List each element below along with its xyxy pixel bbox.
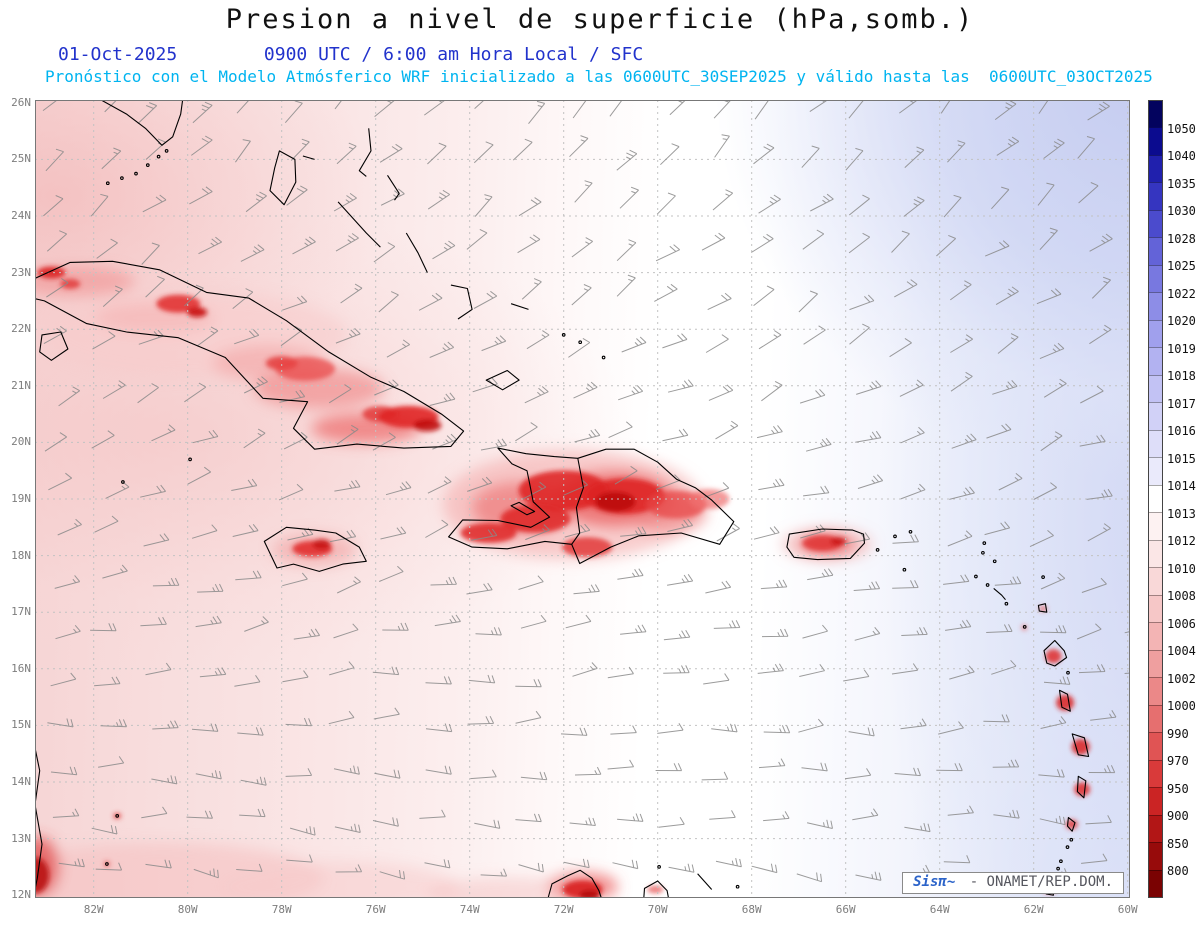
colorbar-segment	[1149, 622, 1162, 650]
colorbar-label: 850	[1167, 836, 1189, 851]
colorbar-label: 1016	[1167, 424, 1196, 439]
colorbar-segment	[1149, 594, 1162, 623]
colorbar-segment	[1149, 237, 1162, 265]
lat-tick-label: 17N	[11, 605, 31, 619]
colorbar-label: 1035	[1167, 176, 1196, 191]
colorbar-label: 1002	[1167, 671, 1196, 686]
sispi-logo: Sisπ~	[913, 874, 956, 890]
colorbar-segment	[1149, 101, 1162, 128]
lon-tick-label: 82W	[83, 903, 104, 916]
lon-tick-label: 76W	[365, 903, 386, 916]
colorbar-segment	[1149, 677, 1162, 705]
colorbar-label: 1013	[1167, 506, 1196, 521]
watermark: Sisπ~ - ONAMET/REP.DOM.	[902, 872, 1124, 894]
colorbar-segment	[1149, 759, 1162, 788]
lon-tick-label: 62W	[1023, 903, 1044, 916]
lon-tick-label: 70W	[647, 903, 668, 916]
page-title: Presion a nivel de superficie (hPa,somb.…	[225, 4, 975, 35]
lat-tick-label: 16N	[11, 661, 31, 675]
colorbar-label: 990	[1167, 726, 1189, 741]
colorbar-label: 1025	[1167, 259, 1196, 274]
lat-tick-label: 12N	[11, 888, 31, 902]
colorbar-segment	[1149, 842, 1162, 870]
colorbar-segment	[1149, 374, 1162, 403]
gridlines	[35, 100, 1130, 898]
colorbar-segment	[1149, 347, 1162, 375]
colorbar-segment	[1149, 787, 1162, 815]
colorbar-label: 1022	[1167, 286, 1196, 301]
colorbar-segment	[1149, 154, 1162, 183]
lat-tick-label: 24N	[11, 209, 31, 223]
colorbar-segment	[1149, 512, 1162, 540]
lat-tick-label: 22N	[11, 322, 31, 336]
pressure-map: Sisπ~ - ONAMET/REP.DOM.	[35, 100, 1130, 898]
colorbar-label: 1030	[1167, 204, 1196, 219]
map-canvas	[35, 100, 1130, 898]
colorbar-label: 1028	[1167, 231, 1196, 246]
colorbar-label: 800	[1167, 864, 1189, 879]
colorbar-segment	[1149, 402, 1162, 430]
colorbar-label: 1018	[1167, 369, 1196, 384]
colorbar-label: 1006	[1167, 616, 1196, 631]
lat-tick-label: 21N	[11, 378, 31, 392]
forecast-line: Pronóstico con el Modelo Atmósferico WRF…	[45, 67, 1153, 86]
wind-barbs-layer	[42, 100, 1130, 884]
colorbar-label: 1020	[1167, 314, 1196, 329]
colorbar-segment	[1149, 869, 1162, 898]
lat-tick-label: 19N	[11, 492, 31, 505]
lat-tick-label: 14N	[11, 774, 31, 788]
colorbar-label: 1014	[1167, 479, 1196, 494]
colorbar-segment	[1149, 649, 1162, 678]
colorbar-label: 950	[1167, 781, 1189, 796]
colorbar-segment	[1149, 292, 1162, 320]
lat-tick-label: 15N	[11, 718, 31, 732]
colorbar-label: 1010	[1167, 561, 1196, 576]
colorbar-label: 1015	[1167, 451, 1196, 466]
colorbar-segment	[1149, 264, 1162, 293]
lon-tick-label: 80W	[177, 903, 198, 916]
lon-tick-label: 66W	[835, 903, 856, 916]
colorbar-segment	[1149, 704, 1162, 733]
lon-tick-label: 72W	[553, 903, 574, 916]
colorbar-label: 970	[1167, 754, 1189, 769]
colorbar-label: 1008	[1167, 589, 1196, 604]
colorbar-segment	[1149, 484, 1162, 513]
lat-tick-label: 20N	[11, 435, 31, 449]
lon-tick-label: 68W	[741, 903, 762, 916]
colorbar-label: 1012	[1167, 534, 1196, 549]
colorbar-segment	[1149, 127, 1162, 155]
colorbar-label: 1040	[1167, 149, 1196, 164]
colorbar-label: 1000	[1167, 699, 1196, 714]
lat-tick-label: 13N	[11, 831, 31, 845]
colorbar-segment	[1149, 732, 1162, 760]
colorbar-segment	[1149, 567, 1162, 595]
colorbar-segment	[1149, 429, 1162, 458]
colorbar-label: 1017	[1167, 396, 1196, 411]
colorbar	[1148, 100, 1163, 898]
coastlines-layer	[35, 100, 1090, 898]
lon-tick-label: 64W	[929, 903, 950, 916]
lon-tick-label: 78W	[271, 903, 292, 916]
colorbar-label: 1004	[1167, 644, 1196, 659]
colorbar-label: 900	[1167, 809, 1189, 824]
lat-tick-label: 18N	[11, 548, 31, 562]
watermark-org: - ONAMET/REP.DOM.	[969, 874, 1113, 890]
colorbar-label: 1019	[1167, 341, 1196, 356]
colorbar-segment	[1149, 319, 1162, 348]
map-frame	[35, 100, 1130, 898]
lat-tick-label: 23N	[11, 265, 31, 279]
lon-tick-label: 74W	[459, 903, 480, 916]
lon-tick-label: 60W	[1117, 903, 1138, 916]
lat-tick-label: 25N	[11, 152, 31, 166]
colorbar-label: 1050	[1167, 121, 1196, 136]
datetime-line: 01-Oct-2025 0900 UTC / 6:00 am Hora Loca…	[58, 44, 644, 65]
colorbar-segment	[1149, 814, 1162, 843]
lat-tick-label: 26N	[11, 95, 31, 109]
pressure-shading-soft	[35, 266, 872, 898]
colorbar-segment	[1149, 209, 1162, 238]
colorbar-segment	[1149, 182, 1162, 210]
colorbar-segment	[1149, 457, 1162, 485]
colorbar-segment	[1149, 539, 1162, 568]
